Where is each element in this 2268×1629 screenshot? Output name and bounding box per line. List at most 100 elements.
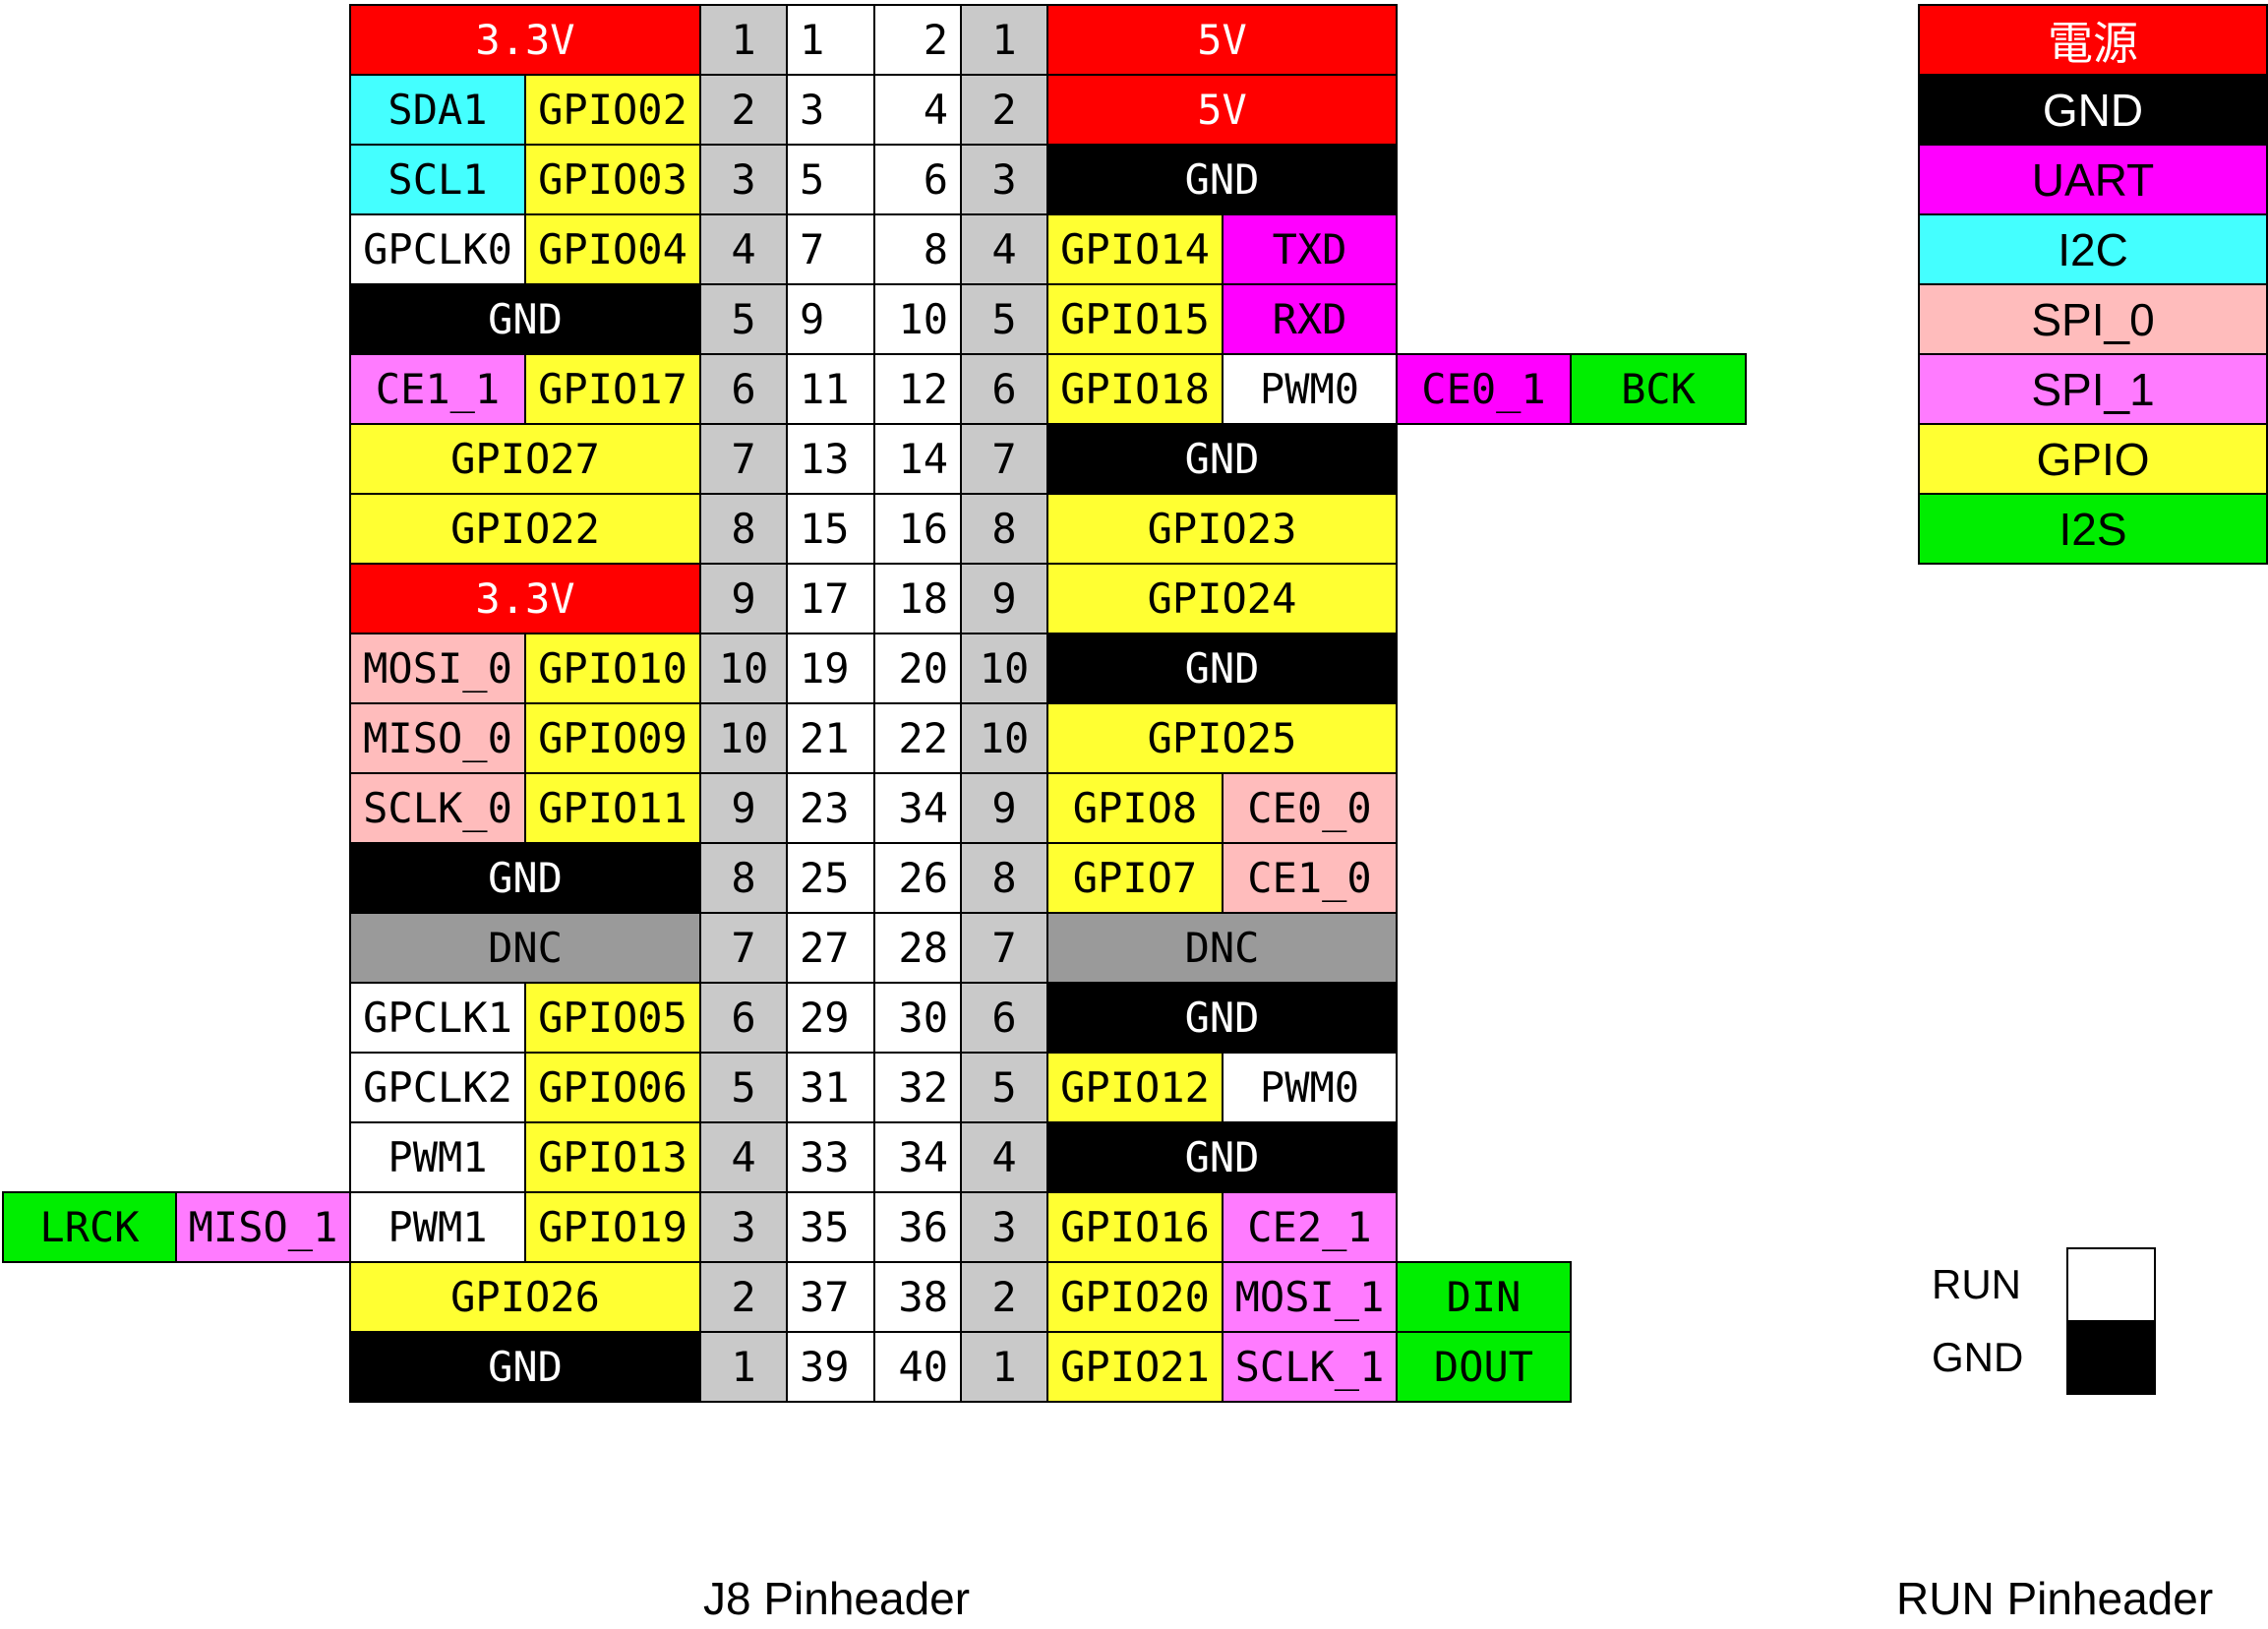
pin-function-cell: TXD: [1222, 213, 1398, 285]
side-index-left: 5: [699, 283, 788, 355]
pin-number-even: 10: [873, 283, 962, 355]
pin-function-cell: GPIO13: [524, 1121, 701, 1193]
pin-number-even: 36: [873, 1191, 962, 1263]
pin-number-odd: 21: [786, 702, 875, 774]
pin-function-cell: DNC: [1046, 912, 1398, 984]
legend-item: SPI_1: [1918, 353, 2268, 425]
pin-number-odd: 17: [786, 563, 875, 634]
side-index-left: 4: [699, 1121, 788, 1193]
pin-number-even: 34: [873, 772, 962, 844]
legend-item: I2C: [1918, 213, 2268, 285]
pin-function-cell: GPIO26: [349, 1261, 701, 1333]
pin-number-odd: 39: [786, 1331, 875, 1403]
pin-function-cell: GPIO19: [524, 1191, 701, 1263]
j8-title: J8 Pinheader: [703, 1573, 971, 1624]
pin-function-cell: GPIO04: [524, 213, 701, 285]
pin-function-cell: DOUT: [1396, 1331, 1572, 1403]
pin-function-cell: GPIO22: [349, 493, 701, 565]
side-index-left: 7: [699, 423, 788, 495]
legend-item: SPI_0: [1918, 283, 2268, 355]
side-index-right: 7: [960, 912, 1048, 984]
run-pin-label: RUN: [1932, 1261, 2021, 1307]
pin-function-cell: MOSI_1: [1222, 1261, 1398, 1333]
pin-function-cell: SCLK_1: [1222, 1331, 1398, 1403]
side-index-left: 8: [699, 493, 788, 565]
side-index-right: 4: [960, 1121, 1048, 1193]
side-index-right: 9: [960, 772, 1048, 844]
pin-function-cell: GPIO18: [1046, 353, 1224, 425]
pin-function-cell: GPIO8: [1046, 772, 1224, 844]
side-index-left: 2: [699, 74, 788, 146]
pin-number-even: 4: [873, 74, 962, 146]
side-index-left: 2: [699, 1261, 788, 1333]
side-index-left: 6: [699, 982, 788, 1054]
pin-function-cell: PWM0: [1222, 1052, 1398, 1123]
pin-number-odd: 3: [786, 74, 875, 146]
pin-number-even: 34: [873, 1121, 962, 1193]
pin-function-cell: CE2_1: [1222, 1191, 1398, 1263]
side-index-left: 9: [699, 772, 788, 844]
pin-function-cell: GPIO10: [524, 633, 701, 704]
pin-function-cell: CE0_0: [1222, 772, 1398, 844]
pin-number-odd: 7: [786, 213, 875, 285]
pin-number-even: 8: [873, 213, 962, 285]
pin-function-cell: GPIO17: [524, 353, 701, 425]
pin-function-cell: GND: [1046, 423, 1398, 495]
side-index-left: 8: [699, 842, 788, 914]
pin-number-odd: 31: [786, 1052, 875, 1123]
pin-function-cell: GPIO09: [524, 702, 701, 774]
side-index-left: 9: [699, 563, 788, 634]
pin-function-cell: GPIO24: [1046, 563, 1398, 634]
legend-item: UART: [1918, 144, 2268, 215]
pin-function-cell: DIN: [1396, 1261, 1572, 1333]
pin-function-cell: GND: [349, 283, 701, 355]
run-pin: [2066, 1247, 2156, 1322]
pin-function-cell: GND: [1046, 633, 1398, 704]
pin-number-odd: 23: [786, 772, 875, 844]
pin-function-cell: GPIO20: [1046, 1261, 1224, 1333]
pin-number-odd: 35: [786, 1191, 875, 1263]
side-index-right: 5: [960, 1052, 1048, 1123]
pin-function-cell: 3.3V: [349, 4, 701, 76]
pin-number-even: 40: [873, 1331, 962, 1403]
pin-number-even: 30: [873, 982, 962, 1054]
pin-number-odd: 37: [786, 1261, 875, 1333]
pin-function-cell: GPIO15: [1046, 283, 1224, 355]
pin-function-cell: GPIO02: [524, 74, 701, 146]
pin-function-cell: GND: [1046, 982, 1398, 1054]
pin-function-cell: MOSI_0: [349, 633, 526, 704]
pin-function-cell: PWM1: [349, 1121, 526, 1193]
pin-function-cell: GPIO25: [1046, 702, 1398, 774]
pin-number-even: 6: [873, 144, 962, 215]
pin-function-cell: BCK: [1570, 353, 1747, 425]
pin-number-even: 28: [873, 912, 962, 984]
pin-function-cell: GND: [349, 842, 701, 914]
run-title: RUN Pinheader: [1896, 1573, 2214, 1624]
pin-function-cell: MISO_0: [349, 702, 526, 774]
pin-function-cell: GPCLK0: [349, 213, 526, 285]
side-index-right: 8: [960, 493, 1048, 565]
pin-function-cell: GPIO7: [1046, 842, 1224, 914]
pin-function-cell: GPIO27: [349, 423, 701, 495]
pin-function-cell: GPIO05: [524, 982, 701, 1054]
pin-function-cell: DNC: [349, 912, 701, 984]
side-index-left: 3: [699, 144, 788, 215]
pin-number-odd: 11: [786, 353, 875, 425]
pin-function-cell: 3.3V: [349, 563, 701, 634]
pin-number-odd: 25: [786, 842, 875, 914]
pin-number-even: 16: [873, 493, 962, 565]
pin-number-odd: 5: [786, 144, 875, 215]
pin-number-odd: 27: [786, 912, 875, 984]
pin-number-even: 26: [873, 842, 962, 914]
side-index-right: 10: [960, 633, 1048, 704]
legend-item: 電源: [1918, 4, 2268, 76]
pin-function-cell: GPIO03: [524, 144, 701, 215]
side-index-left: 10: [699, 702, 788, 774]
run-pin: [2066, 1320, 2156, 1395]
pin-number-even: 12: [873, 353, 962, 425]
side-index-right: 8: [960, 842, 1048, 914]
pin-function-cell: LRCK: [2, 1191, 177, 1263]
side-index-left: 10: [699, 633, 788, 704]
pin-function-cell: PWM0: [1222, 353, 1398, 425]
pin-number-odd: 29: [786, 982, 875, 1054]
